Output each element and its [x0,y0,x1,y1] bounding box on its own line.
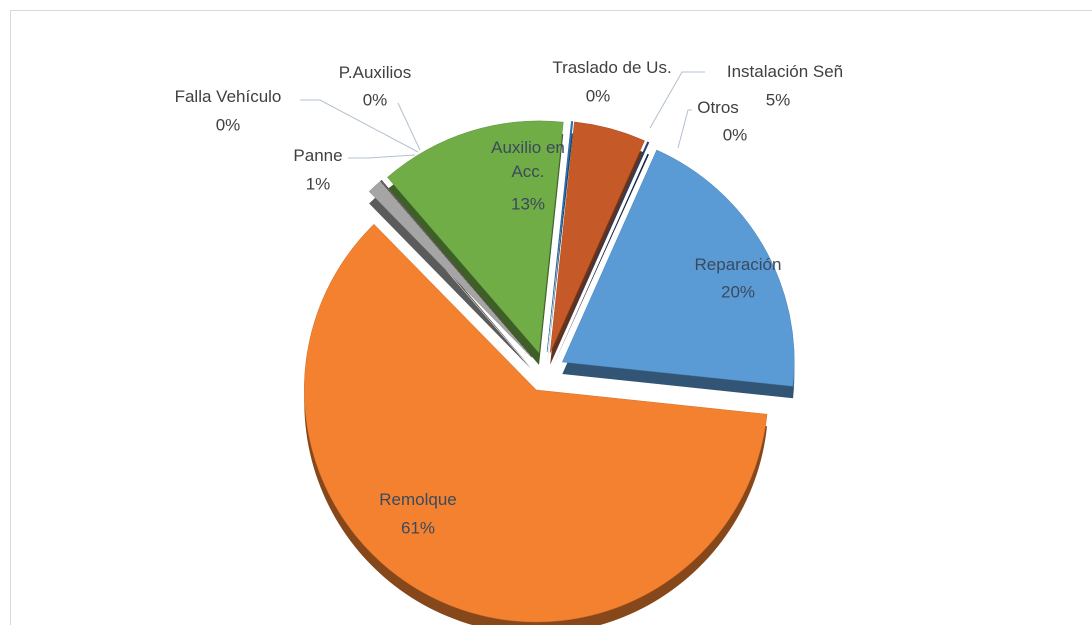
slice-side [369,193,532,370]
leader-line [649,71,705,129]
slice [304,223,768,623]
slice-label: Falla Vehículo [174,87,282,106]
slice-label-box: Panne [293,146,343,165]
slice-label: Reparación [694,255,782,274]
slice-label-box: Reparación [694,255,782,274]
value-label: 20% [721,282,755,301]
value-label: 0% [723,125,748,144]
slice [546,121,574,353]
slice [549,121,645,353]
slice [368,181,532,358]
slice-label: Auxilio en Acc. [491,138,565,181]
slice-label-box: Remolque [379,490,457,509]
slice-label-box: P.Auxilios [338,63,412,82]
slice-label: Remolque [379,490,457,509]
slice [561,149,795,387]
leader-line [397,102,421,151]
slice-label-box: Traslado de Us. [552,58,672,77]
slice-label: P.Auxilios [338,63,412,82]
slice-label: Panne [293,146,343,165]
value-label: 0% [586,86,611,105]
value-label: 0% [363,90,388,109]
value-label: 13% [511,194,545,213]
slice-label-box: Falla Vehículo [174,87,282,106]
slice-label: Traslado de Us. [552,58,672,77]
leader-line [348,154,416,159]
slice [387,120,564,354]
slice-label-box: Instalación Señ [726,62,844,81]
slice-side [553,153,649,366]
slice-label-box: Auxilio en Acc. [491,138,565,181]
value-label: 0% [216,115,241,134]
slice-label-box: Otros [697,98,739,117]
slice [379,179,533,358]
slice-label: Otros [697,98,739,117]
slice-label: Instalación Señ [726,62,844,81]
leader-line [300,99,419,153]
leader-line [677,109,692,149]
slice [552,141,650,354]
value-label: 61% [401,518,435,537]
value-label: 5% [766,90,791,109]
value-label: 1% [306,174,331,193]
slice-side [547,133,573,365]
